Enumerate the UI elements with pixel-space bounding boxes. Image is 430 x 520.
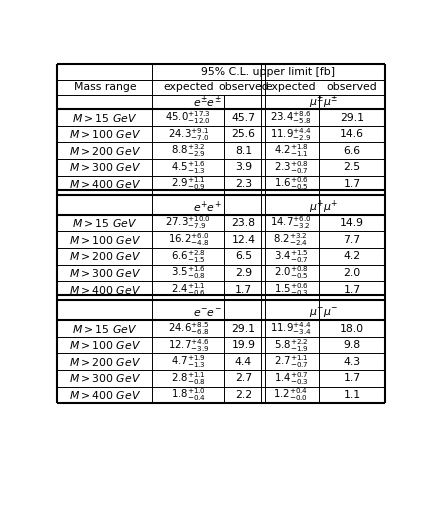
Text: $M > 300$ GeV: $M > 300$ GeV xyxy=(68,267,141,279)
Text: $2.9^{+1.1}_{-0.9}$: $2.9^{+1.1}_{-0.9}$ xyxy=(170,176,205,192)
Text: expected: expected xyxy=(163,82,213,92)
Text: $\mu^{\pm}\mu^{\pm}$: $\mu^{\pm}\mu^{\pm}$ xyxy=(308,94,338,111)
Text: 23.8: 23.8 xyxy=(231,218,255,228)
Text: $2.7^{+1.1}_{-0.7}$: $2.7^{+1.1}_{-0.7}$ xyxy=(273,354,308,370)
Text: $2.3^{+0.8}_{-0.7}$: $2.3^{+0.8}_{-0.7}$ xyxy=(273,159,308,176)
Text: 6.6: 6.6 xyxy=(343,146,360,156)
Text: 2.3: 2.3 xyxy=(234,179,252,189)
Text: $11.9^{+4.4}_{-3.4}$: $11.9^{+4.4}_{-3.4}$ xyxy=(270,320,311,337)
Text: $M > 400$ GeV: $M > 400$ GeV xyxy=(68,389,141,401)
Text: $M > 300$ GeV: $M > 300$ GeV xyxy=(68,372,141,384)
Text: 14.6: 14.6 xyxy=(339,129,363,139)
Text: 14.9: 14.9 xyxy=(339,218,363,228)
Text: observed: observed xyxy=(326,82,377,92)
Text: $5.8^{+2.2}_{-1.9}$: $5.8^{+2.2}_{-1.9}$ xyxy=(273,337,308,354)
Text: $3.4^{+1.5}_{-0.7}$: $3.4^{+1.5}_{-0.7}$ xyxy=(273,248,308,265)
Text: 12.4: 12.4 xyxy=(231,235,255,245)
Text: $e^{+}e^{+}$: $e^{+}e^{+}$ xyxy=(193,200,221,215)
Text: $\mu^{+}\mu^{+}$: $\mu^{+}\mu^{+}$ xyxy=(308,199,338,216)
Text: 1.7: 1.7 xyxy=(234,284,252,294)
Text: $8.2^{+3.2}_{-2.4}$: $8.2^{+3.2}_{-2.4}$ xyxy=(273,231,308,248)
Text: $M > 400$ GeV: $M > 400$ GeV xyxy=(68,283,141,295)
Text: $M > 100$ GeV: $M > 100$ GeV xyxy=(68,233,141,245)
Text: $M > 15$ GeV: $M > 15$ GeV xyxy=(72,217,137,229)
Text: 45.7: 45.7 xyxy=(231,112,255,123)
Text: $1.6^{+0.6}_{-0.5}$: $1.6^{+0.6}_{-0.5}$ xyxy=(273,176,308,192)
Text: 2.5: 2.5 xyxy=(343,162,360,173)
Text: 3.9: 3.9 xyxy=(234,162,252,173)
Text: $M > 300$ GeV: $M > 300$ GeV xyxy=(68,161,141,173)
Text: $6.6^{+2.8}_{-1.5}$: $6.6^{+2.8}_{-1.5}$ xyxy=(171,248,205,265)
Text: $2.4^{+1.1}_{-0.6}$: $2.4^{+1.1}_{-0.6}$ xyxy=(170,281,205,298)
Text: $M > 400$ GeV: $M > 400$ GeV xyxy=(68,178,141,190)
Text: $M > 200$ GeV: $M > 200$ GeV xyxy=(68,356,141,368)
Text: $4.5^{+1.6}_{-1.3}$: $4.5^{+1.6}_{-1.3}$ xyxy=(170,159,205,176)
Text: 25.6: 25.6 xyxy=(231,129,255,139)
Text: 1.7: 1.7 xyxy=(343,179,360,189)
Text: $23.4^{+8.6}_{-5.8}$: $23.4^{+8.6}_{-5.8}$ xyxy=(270,109,311,126)
Text: $e^{\pm}e^{\pm}$: $e^{\pm}e^{\pm}$ xyxy=(193,95,221,110)
Text: 2.2: 2.2 xyxy=(234,390,252,400)
Text: 2.7: 2.7 xyxy=(234,373,252,383)
Text: 6.5: 6.5 xyxy=(234,251,252,261)
Text: $2.8^{+1.1}_{-0.8}$: $2.8^{+1.1}_{-0.8}$ xyxy=(171,370,205,387)
Text: $M > 200$ GeV: $M > 200$ GeV xyxy=(68,145,141,157)
Text: 7.7: 7.7 xyxy=(343,235,360,245)
Text: $4.2^{+1.8}_{-1.1}$: $4.2^{+1.8}_{-1.1}$ xyxy=(273,142,308,159)
Text: $8.8^{+3.2}_{-2.9}$: $8.8^{+3.2}_{-2.9}$ xyxy=(170,142,205,159)
Text: $11.9^{+4.4}_{-2.9}$: $11.9^{+4.4}_{-2.9}$ xyxy=(270,126,311,142)
Text: $24.3^{+9.1}_{-7.0}$: $24.3^{+9.1}_{-7.0}$ xyxy=(167,126,209,142)
Text: 1.7: 1.7 xyxy=(343,373,360,383)
Text: $16.2^{+6.0}_{-4.8}$: $16.2^{+6.0}_{-4.8}$ xyxy=(167,231,209,248)
Text: 1.7: 1.7 xyxy=(343,284,360,294)
Text: $4.7^{+1.9}_{-1.3}$: $4.7^{+1.9}_{-1.3}$ xyxy=(170,354,205,370)
Text: 4.4: 4.4 xyxy=(234,357,252,367)
Text: $2.0^{+0.8}_{-0.5}$: $2.0^{+0.8}_{-0.5}$ xyxy=(273,265,308,281)
Text: 2.9: 2.9 xyxy=(234,268,252,278)
Text: 19.9: 19.9 xyxy=(231,340,255,350)
Text: $27.3^{+10.0}_{-7.9}$: $27.3^{+10.0}_{-7.9}$ xyxy=(165,215,211,231)
Text: $M > 100$ GeV: $M > 100$ GeV xyxy=(68,339,141,351)
Text: $1.2^{+0.4}_{-0.0}$: $1.2^{+0.4}_{-0.0}$ xyxy=(273,387,308,404)
Text: $14.7^{+6.0}_{-3.2}$: $14.7^{+6.0}_{-3.2}$ xyxy=(270,215,311,231)
Text: $\mu^{-}\mu^{-}$: $\mu^{-}\mu^{-}$ xyxy=(308,306,338,320)
Text: expected: expected xyxy=(265,82,316,92)
Text: 95% C.L. upper limit [fb]: 95% C.L. upper limit [fb] xyxy=(201,67,335,76)
Text: 2.0: 2.0 xyxy=(343,268,360,278)
Text: 29.1: 29.1 xyxy=(231,323,255,333)
Text: 4.2: 4.2 xyxy=(343,251,360,261)
Text: $M > 15$ GeV: $M > 15$ GeV xyxy=(72,322,137,334)
Text: 4.3: 4.3 xyxy=(343,357,360,367)
Text: $1.8^{+1.0}_{-0.4}$: $1.8^{+1.0}_{-0.4}$ xyxy=(170,387,206,404)
Text: $M > 200$ GeV: $M > 200$ GeV xyxy=(68,250,141,262)
Text: $M > 100$ GeV: $M > 100$ GeV xyxy=(68,128,141,140)
Text: $24.6^{+8.5}_{-6.8}$: $24.6^{+8.5}_{-6.8}$ xyxy=(167,320,209,337)
Text: $3.5^{+1.6}_{-0.8}$: $3.5^{+1.6}_{-0.8}$ xyxy=(170,265,205,281)
Text: $1.5^{+0.6}_{-0.3}$: $1.5^{+0.6}_{-0.3}$ xyxy=(273,281,308,298)
Text: 9.8: 9.8 xyxy=(343,340,360,350)
Text: 8.1: 8.1 xyxy=(234,146,252,156)
Text: $45.0^{+17.3}_{-12.0}$: $45.0^{+17.3}_{-12.0}$ xyxy=(165,109,211,126)
Text: 18.0: 18.0 xyxy=(339,323,363,333)
Text: Mass range: Mass range xyxy=(74,82,136,92)
Text: 1.1: 1.1 xyxy=(343,390,360,400)
Text: $12.7^{+4.6}_{-3.9}$: $12.7^{+4.6}_{-3.9}$ xyxy=(167,337,209,354)
Text: $M > 15$ GeV: $M > 15$ GeV xyxy=(72,112,137,124)
Text: $e^{-}e^{-}$: $e^{-}e^{-}$ xyxy=(193,307,221,319)
Text: 29.1: 29.1 xyxy=(339,112,363,123)
Text: $1.4^{+0.7}_{-0.3}$: $1.4^{+0.7}_{-0.3}$ xyxy=(273,370,308,387)
Text: observed: observed xyxy=(218,82,268,92)
